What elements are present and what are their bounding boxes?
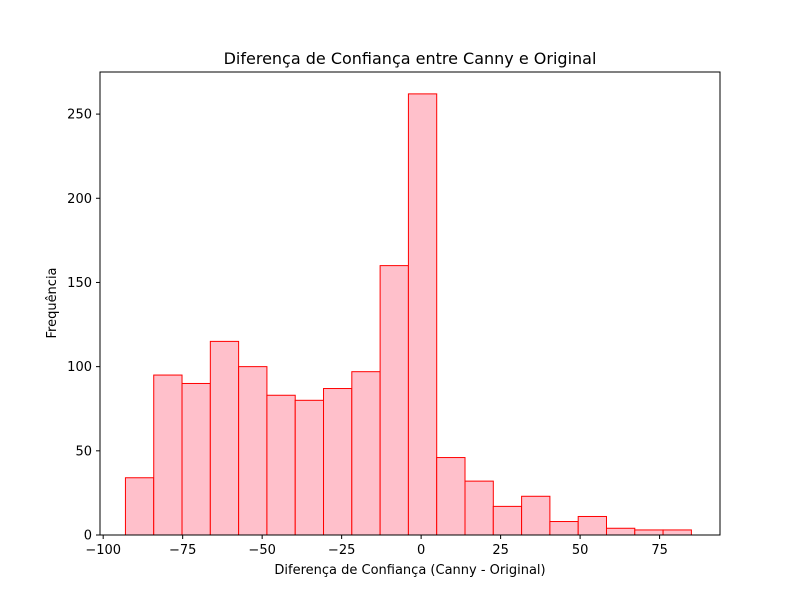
histogram-bar xyxy=(605,527,636,536)
histogram-bar xyxy=(294,399,325,536)
y-axis-label: Frequência xyxy=(45,267,60,338)
histogram-bar xyxy=(266,394,296,536)
x-axis-ticks: −100 −75 −50 −25 0 25 50 75 xyxy=(85,535,668,558)
histogram-bar xyxy=(351,371,381,536)
histogram-bar xyxy=(124,477,155,536)
y-tick-label: 250 xyxy=(67,108,92,123)
x-tick-label: −50 xyxy=(248,543,275,558)
histogram-bar xyxy=(464,480,494,536)
x-tick-label: 0 xyxy=(417,543,425,558)
x-tick-label: 75 xyxy=(651,543,668,558)
x-tick-label: 25 xyxy=(492,543,509,558)
histogram-bar xyxy=(238,366,268,536)
y-tick-label: 50 xyxy=(75,444,92,459)
histogram-bar xyxy=(549,521,579,536)
histogram-bar xyxy=(323,388,353,536)
histogram-bar xyxy=(181,382,211,536)
histogram-bar xyxy=(209,340,240,536)
histogram-bar xyxy=(379,265,409,536)
histogram-bar xyxy=(492,505,523,536)
histogram-bar xyxy=(577,515,607,536)
y-tick-label: 0 xyxy=(84,529,92,544)
x-tick-label: −75 xyxy=(169,543,196,558)
histogram-bar xyxy=(436,457,466,536)
x-axis-label: Diferença de Confiança (Canny - Original… xyxy=(274,563,545,578)
y-tick-label: 200 xyxy=(67,192,92,207)
bars-group xyxy=(124,93,692,536)
y-tick-label: 100 xyxy=(67,360,92,375)
histogram-bar xyxy=(407,93,438,536)
x-tick-label: −100 xyxy=(85,543,121,558)
x-tick-label: 50 xyxy=(572,543,589,558)
histogram-bar xyxy=(153,374,183,536)
plot-frame xyxy=(99,71,721,536)
histogram-bar xyxy=(634,529,664,536)
histogram-bar xyxy=(521,495,551,536)
chart-title: Diferença de Confiança entre Canny e Ori… xyxy=(224,49,597,68)
x-tick-label: −25 xyxy=(328,543,355,558)
y-axis-ticks: 0 50 100 150 200 250 xyxy=(67,108,100,544)
y-tick-label: 150 xyxy=(67,276,92,291)
histogram-bar xyxy=(662,529,692,536)
